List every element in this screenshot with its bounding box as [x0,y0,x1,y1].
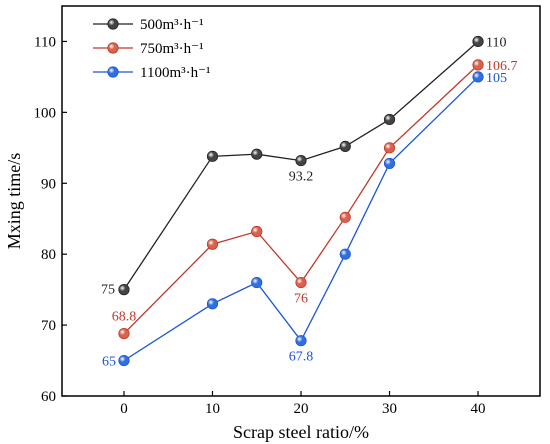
legend-label: 750m³·h⁻¹ [140,41,204,57]
data-label: 110 [486,35,506,50]
y-tick-label: 100 [34,105,57,121]
data-label: 65 [102,355,116,370]
data-point [251,225,263,238]
x-tick-label: 0 [120,401,128,417]
series-line [123,76,479,362]
data-label: 105 [486,71,507,86]
data-point [295,335,307,347]
legend-label: 1100m³·h⁻¹ [140,65,211,81]
y-tick-label: 90 [41,176,56,192]
legend: 500m³·h⁻¹ 750m³·h⁻¹ 1100m³·h⁻¹ [93,17,211,81]
data-point [206,298,219,310]
legend-label: 500m³·h⁻¹ [140,17,204,33]
legend-marker [107,66,119,78]
data-point [295,154,307,167]
data-point [251,276,263,289]
data-label: 93.2 [289,170,314,185]
x-tick-label: 30 [382,401,397,417]
y-tick-label: 60 [41,389,56,405]
data-point [472,35,484,48]
data-point [339,140,351,152]
data-label: 68.8 [112,310,137,325]
x-axis-title: Scrap steel ratio/% [233,422,369,442]
x-tick-label: 20 [294,401,309,417]
legend-marker [107,18,119,30]
series-layer [118,35,484,367]
data-point [118,284,130,296]
axes: 0 10 20 30 40 60 70 80 90 100 110 [34,5,541,417]
y-tick-label: 80 [41,247,56,263]
data-point [472,71,484,83]
data-point [118,354,130,367]
data-point [118,327,130,340]
data-point [383,142,396,154]
x-tick-label: 40 [471,401,486,417]
data-point [383,157,396,170]
data-label: 75 [101,283,115,298]
y-tick-label: 110 [34,34,56,50]
y-axis-title: Mxing time/s [4,153,24,250]
data-point [206,150,219,162]
data-point [339,211,351,223]
y-tick-label: 70 [41,318,56,334]
data-point [251,148,263,160]
data-label: 106.7 [486,59,518,74]
legend-marker [107,42,119,54]
data-label: 67.8 [289,350,314,365]
data-point [383,113,396,126]
data-point [295,276,307,289]
data-labels: 75 93.2 110 68.8 76 106.7 65 67.8 105 [101,35,518,369]
data-point [206,238,219,250]
data-point [339,248,351,260]
x-tick-label: 10 [205,401,220,417]
data-label: 76 [294,292,308,307]
data-point [472,59,484,71]
